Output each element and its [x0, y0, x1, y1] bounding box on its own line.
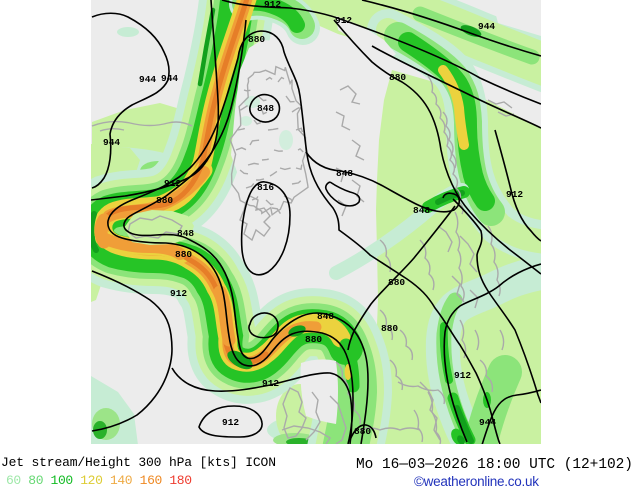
svg-text:912: 912	[506, 189, 523, 200]
svg-text:848: 848	[317, 311, 334, 322]
svg-text:©weatheronline.co.uk: ©weatheronline.co.uk	[414, 474, 539, 489]
svg-text:880: 880	[389, 72, 406, 83]
svg-text:816: 816	[257, 182, 274, 193]
svg-text:944: 944	[478, 21, 495, 32]
svg-text:Jet stream/Height 300 hPa [kts: Jet stream/Height 300 hPa [kts] ICON	[1, 455, 276, 470]
svg-text:912: 912	[454, 370, 471, 381]
svg-text:880: 880	[388, 277, 405, 288]
svg-text:60 80 100 120 140 160 180: 60 80 100 120 140 160 180	[6, 473, 192, 488]
svg-text:880: 880	[156, 195, 173, 206]
svg-text:880: 880	[381, 323, 398, 334]
svg-text:880: 880	[354, 426, 371, 437]
svg-text:Mo 16—03—2026 18:00 UTC (12+10: Mo 16—03—2026 18:00 UTC (12+102)	[356, 457, 633, 473]
svg-text:944: 944	[479, 417, 496, 428]
svg-text:944: 944	[103, 137, 120, 148]
svg-text:880: 880	[305, 334, 322, 345]
svg-text:912: 912	[222, 417, 239, 428]
svg-text:848: 848	[177, 228, 194, 239]
svg-text:944: 944	[139, 74, 156, 85]
svg-text:880: 880	[248, 34, 265, 45]
svg-text:880: 880	[175, 249, 192, 260]
svg-text:912: 912	[335, 15, 352, 26]
svg-text:912: 912	[170, 288, 187, 299]
svg-text:944: 944	[161, 73, 178, 84]
svg-text:848: 848	[413, 205, 430, 216]
svg-text:912: 912	[262, 378, 279, 389]
svg-text:848: 848	[257, 103, 274, 114]
svg-text:912: 912	[164, 178, 181, 189]
svg-text:912: 912	[264, 0, 281, 10]
svg-text:848: 848	[336, 168, 353, 179]
